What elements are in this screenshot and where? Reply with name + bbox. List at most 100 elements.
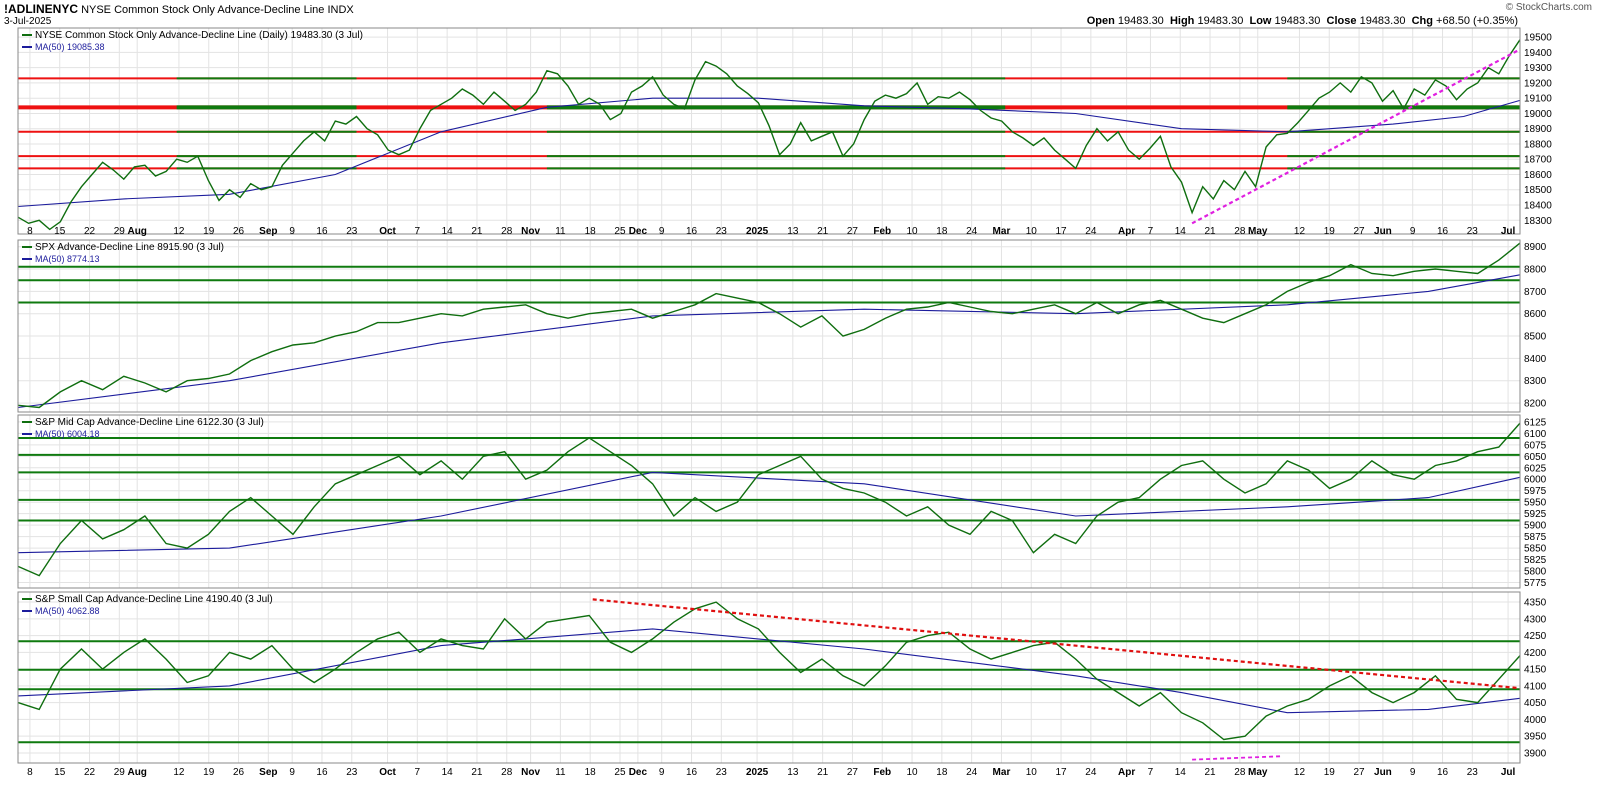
x-tick-label: 14 <box>1175 767 1187 778</box>
trendline <box>1191 48 1521 225</box>
x-tick-label: 23 <box>1467 226 1479 237</box>
y-tick-label: 18300 <box>1524 216 1552 227</box>
y-tick-label: 4050 <box>1524 698 1547 709</box>
x-tick-label: Jun <box>1374 226 1392 237</box>
x-tick-label: 24 <box>966 226 978 237</box>
x-tick-label: 19 <box>1324 226 1336 237</box>
y-tick-label: 5850 <box>1524 544 1547 555</box>
x-tick-label: 24 <box>1085 226 1097 237</box>
x-tick-label: Apr <box>1118 226 1135 237</box>
x-tick-label: Feb <box>873 767 891 778</box>
x-tick-label: 29 <box>114 226 126 237</box>
x-tick-label: 25 <box>614 226 626 237</box>
y-tick-label: 5825 <box>1524 555 1547 566</box>
y-tick-label: 19000 <box>1524 109 1552 120</box>
y-tick-label: 19400 <box>1524 48 1552 59</box>
x-tick-label: 11 <box>555 767 566 778</box>
ohlc-readout: Open 19483.30 High 19483.30 Low 19483.30… <box>1086 15 1518 27</box>
x-tick-label: 7 <box>1148 767 1154 778</box>
x-tick-label: 27 <box>847 767 859 778</box>
y-tick-label: 6075 <box>1524 440 1547 451</box>
y-tick-label: 8300 <box>1524 376 1547 387</box>
x-tick-label: 9 <box>659 767 665 778</box>
x-tick-label: 12 <box>1294 226 1306 237</box>
x-tick-label: 23 <box>346 226 358 237</box>
x-tick-label: 12 <box>173 226 185 237</box>
x-tick-label: 10 <box>906 226 918 237</box>
x-tick-label: 23 <box>346 767 358 778</box>
x-tick-label: Mar <box>993 226 1011 237</box>
y-tick-label: 4000 <box>1524 715 1547 726</box>
symbol-label: !ADLINENYC <box>4 2 78 16</box>
symbol-name: NYSE Common Stock Only Advance-Decline L… <box>81 4 354 16</box>
x-tick-label: 16 <box>1437 226 1449 237</box>
y-tick-label: 5775 <box>1524 578 1547 589</box>
y-tick-label: 5900 <box>1524 521 1547 532</box>
x-tick-label: Feb <box>873 226 891 237</box>
y-tick-label: 19200 <box>1524 78 1552 89</box>
legend-ma-label: MA(50) 19085.38 <box>35 42 105 52</box>
x-tick-label: 16 <box>686 767 698 778</box>
y-tick-label: 8800 <box>1524 265 1547 276</box>
y-tick-label: 8700 <box>1524 287 1547 298</box>
x-tick-label: 21 <box>1205 767 1217 778</box>
y-tick-label: 8200 <box>1524 399 1547 410</box>
x-tick-label: 28 <box>501 226 513 237</box>
x-tick-label: 23 <box>716 226 728 237</box>
x-tick-label: Aug <box>127 226 146 237</box>
x-tick-label: 26 <box>233 767 245 778</box>
x-tick-label: May <box>1248 226 1268 237</box>
legend-title: S&P Small Cap Advance-Decline Line 4190.… <box>35 594 273 605</box>
x-tick-label: 27 <box>1354 226 1366 237</box>
x-tick-label: 18 <box>585 226 597 237</box>
x-tick-label: 11 <box>555 226 566 237</box>
x-tick-label: Oct <box>379 767 396 778</box>
ma50-line <box>17 471 1521 554</box>
panel-frame <box>17 27 1521 235</box>
x-tick-label: Sep <box>259 767 277 778</box>
x-tick-label: 12 <box>1294 767 1306 778</box>
panel-4 <box>17 591 1521 764</box>
trendline-low <box>1192 755 1281 761</box>
legend-title: S&P Mid Cap Advance-Decline Line 6122.30… <box>35 417 264 428</box>
x-tick-label: 7 <box>1148 226 1154 237</box>
x-tick-label: 21 <box>817 226 829 237</box>
y-tick-label: 4300 <box>1524 614 1547 625</box>
panel-frame <box>17 239 1521 413</box>
x-tick-label: 10 <box>906 767 918 778</box>
x-tick-label: 26 <box>233 226 245 237</box>
x-tick-label: 8 <box>27 226 33 237</box>
y-tick-label: 5925 <box>1524 509 1547 520</box>
y-tick-label: 6025 <box>1524 463 1547 474</box>
x-tick-label: 10 <box>1026 226 1038 237</box>
y-tick-label: 8400 <box>1524 354 1547 365</box>
x-tick-label: Nov <box>521 226 540 237</box>
ma50-line <box>17 97 1521 208</box>
x-tick-label: 10 <box>1026 767 1038 778</box>
x-tick-label: 14 <box>442 767 454 778</box>
x-tick-label: 9 <box>289 226 295 237</box>
y-tick-label: 6050 <box>1524 452 1547 463</box>
x-tick-label: 18 <box>936 767 948 778</box>
x-tick-label: 19 <box>203 767 215 778</box>
legend-title: SPX Advance-Decline Line 8915.90 (3 Jul) <box>35 242 224 253</box>
x-tick-label: 9 <box>1410 767 1416 778</box>
x-tick-label: 24 <box>966 767 978 778</box>
y-tick-label: 18400 <box>1524 201 1552 212</box>
x-tick-label: 15 <box>54 767 66 778</box>
y-tick-label: 4350 <box>1524 598 1547 609</box>
ma50-line <box>17 274 1521 409</box>
x-tick-label: 23 <box>1467 767 1479 778</box>
x-tick-label: 21 <box>817 767 829 778</box>
x-tick-label: 16 <box>316 767 328 778</box>
x-tick-label: 8 <box>27 767 33 778</box>
x-tick-label: 15 <box>54 226 66 237</box>
y-tick-label: 18500 <box>1524 185 1552 196</box>
y-tick-label: 5800 <box>1524 567 1547 578</box>
panel-1 <box>17 27 1521 235</box>
x-tick-label: 16 <box>316 226 328 237</box>
y-tick-label: 6100 <box>1524 429 1547 440</box>
x-tick-label: 25 <box>614 767 626 778</box>
panel-frame <box>17 591 1521 764</box>
